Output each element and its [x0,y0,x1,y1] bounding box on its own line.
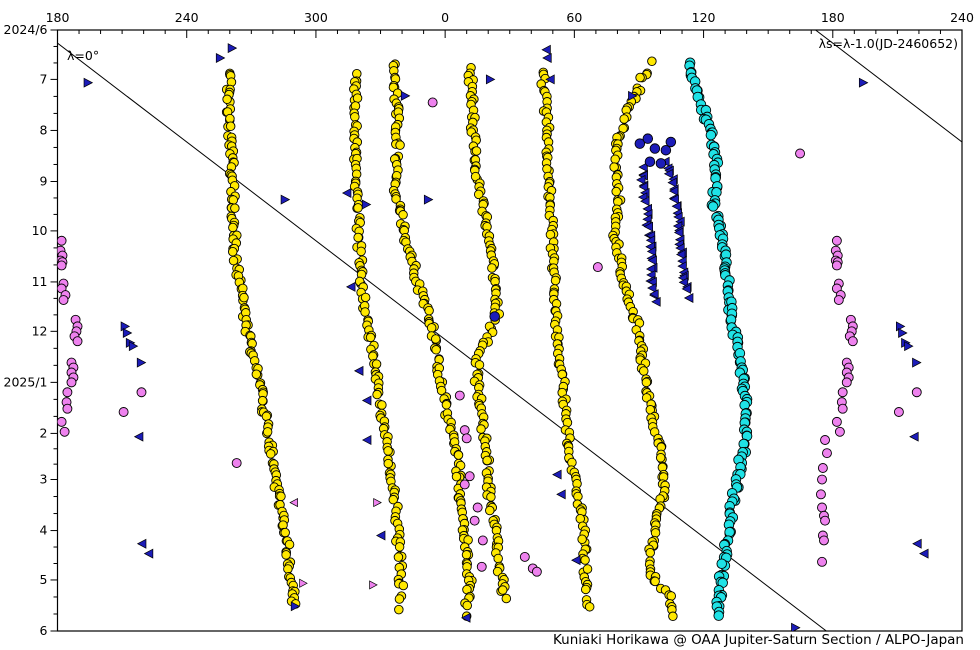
y-tick-label: 3 [40,472,48,487]
y-tick-label: 7 [40,71,48,86]
x-tick-label: 120 [692,10,716,25]
x-tick-label: 180 [821,10,845,25]
yellow-track-2 [349,68,409,604]
navy-triangles-left [133,44,929,623]
yellow-track-3 [388,59,477,611]
x-tick-label: 240 [950,10,974,25]
y-tick-label: 4 [40,523,48,538]
y-tick-label: 2025/1 [4,374,48,389]
navy-triangle-column-1 [636,162,661,307]
navy-triangles-right [83,43,922,631]
lambda-zero-annotation: λ=0° [67,48,100,63]
plot-data [57,30,962,631]
x-tick-label: 180 [46,10,70,25]
lambda-zero-drift-line [815,30,962,143]
cyan-track [684,57,753,621]
y-tick-label: 10 [32,223,48,238]
yellow-track-4 [463,62,512,604]
y-tick-label: 11 [32,274,48,289]
axes: 180 240 300 0 60 120 180 240 2024/6 7 8 9 10 11 12 2025… [4,10,974,638]
y-tick-label: 9 [40,173,48,188]
y-tick-label: 6 [40,623,48,638]
y-axis-ticks [50,29,58,632]
x-tick-label: 300 [304,10,328,25]
credit-text: Kuniaki Horikawa @ OAA Jupiter-Saturn Se… [553,632,964,648]
y-tick-label: 8 [40,122,48,137]
yellow-track-5 [536,67,595,612]
y-tick-label: 2024/6 [4,22,48,37]
yellow-track-1 [221,68,301,609]
violet-dots [57,97,922,577]
navy-dots [489,133,677,322]
x-axis-ticks [57,30,963,38]
violet-triangles-left [289,497,298,508]
x-tick-label: 60 [566,10,582,25]
navy-triangle-column-2 [660,156,694,303]
x-tick-label: 240 [175,10,199,25]
y-tick-label: 2 [40,425,48,440]
yellow-track-6 [608,68,678,622]
violet-triangles-right [299,497,382,590]
y-tick-label: 5 [40,572,48,587]
y-tick-label: 12 [32,323,48,338]
x-tick-label: 0 [441,10,449,25]
drift-formula-annotation: λs=λ-1.0(JD-2460652) [818,36,958,51]
